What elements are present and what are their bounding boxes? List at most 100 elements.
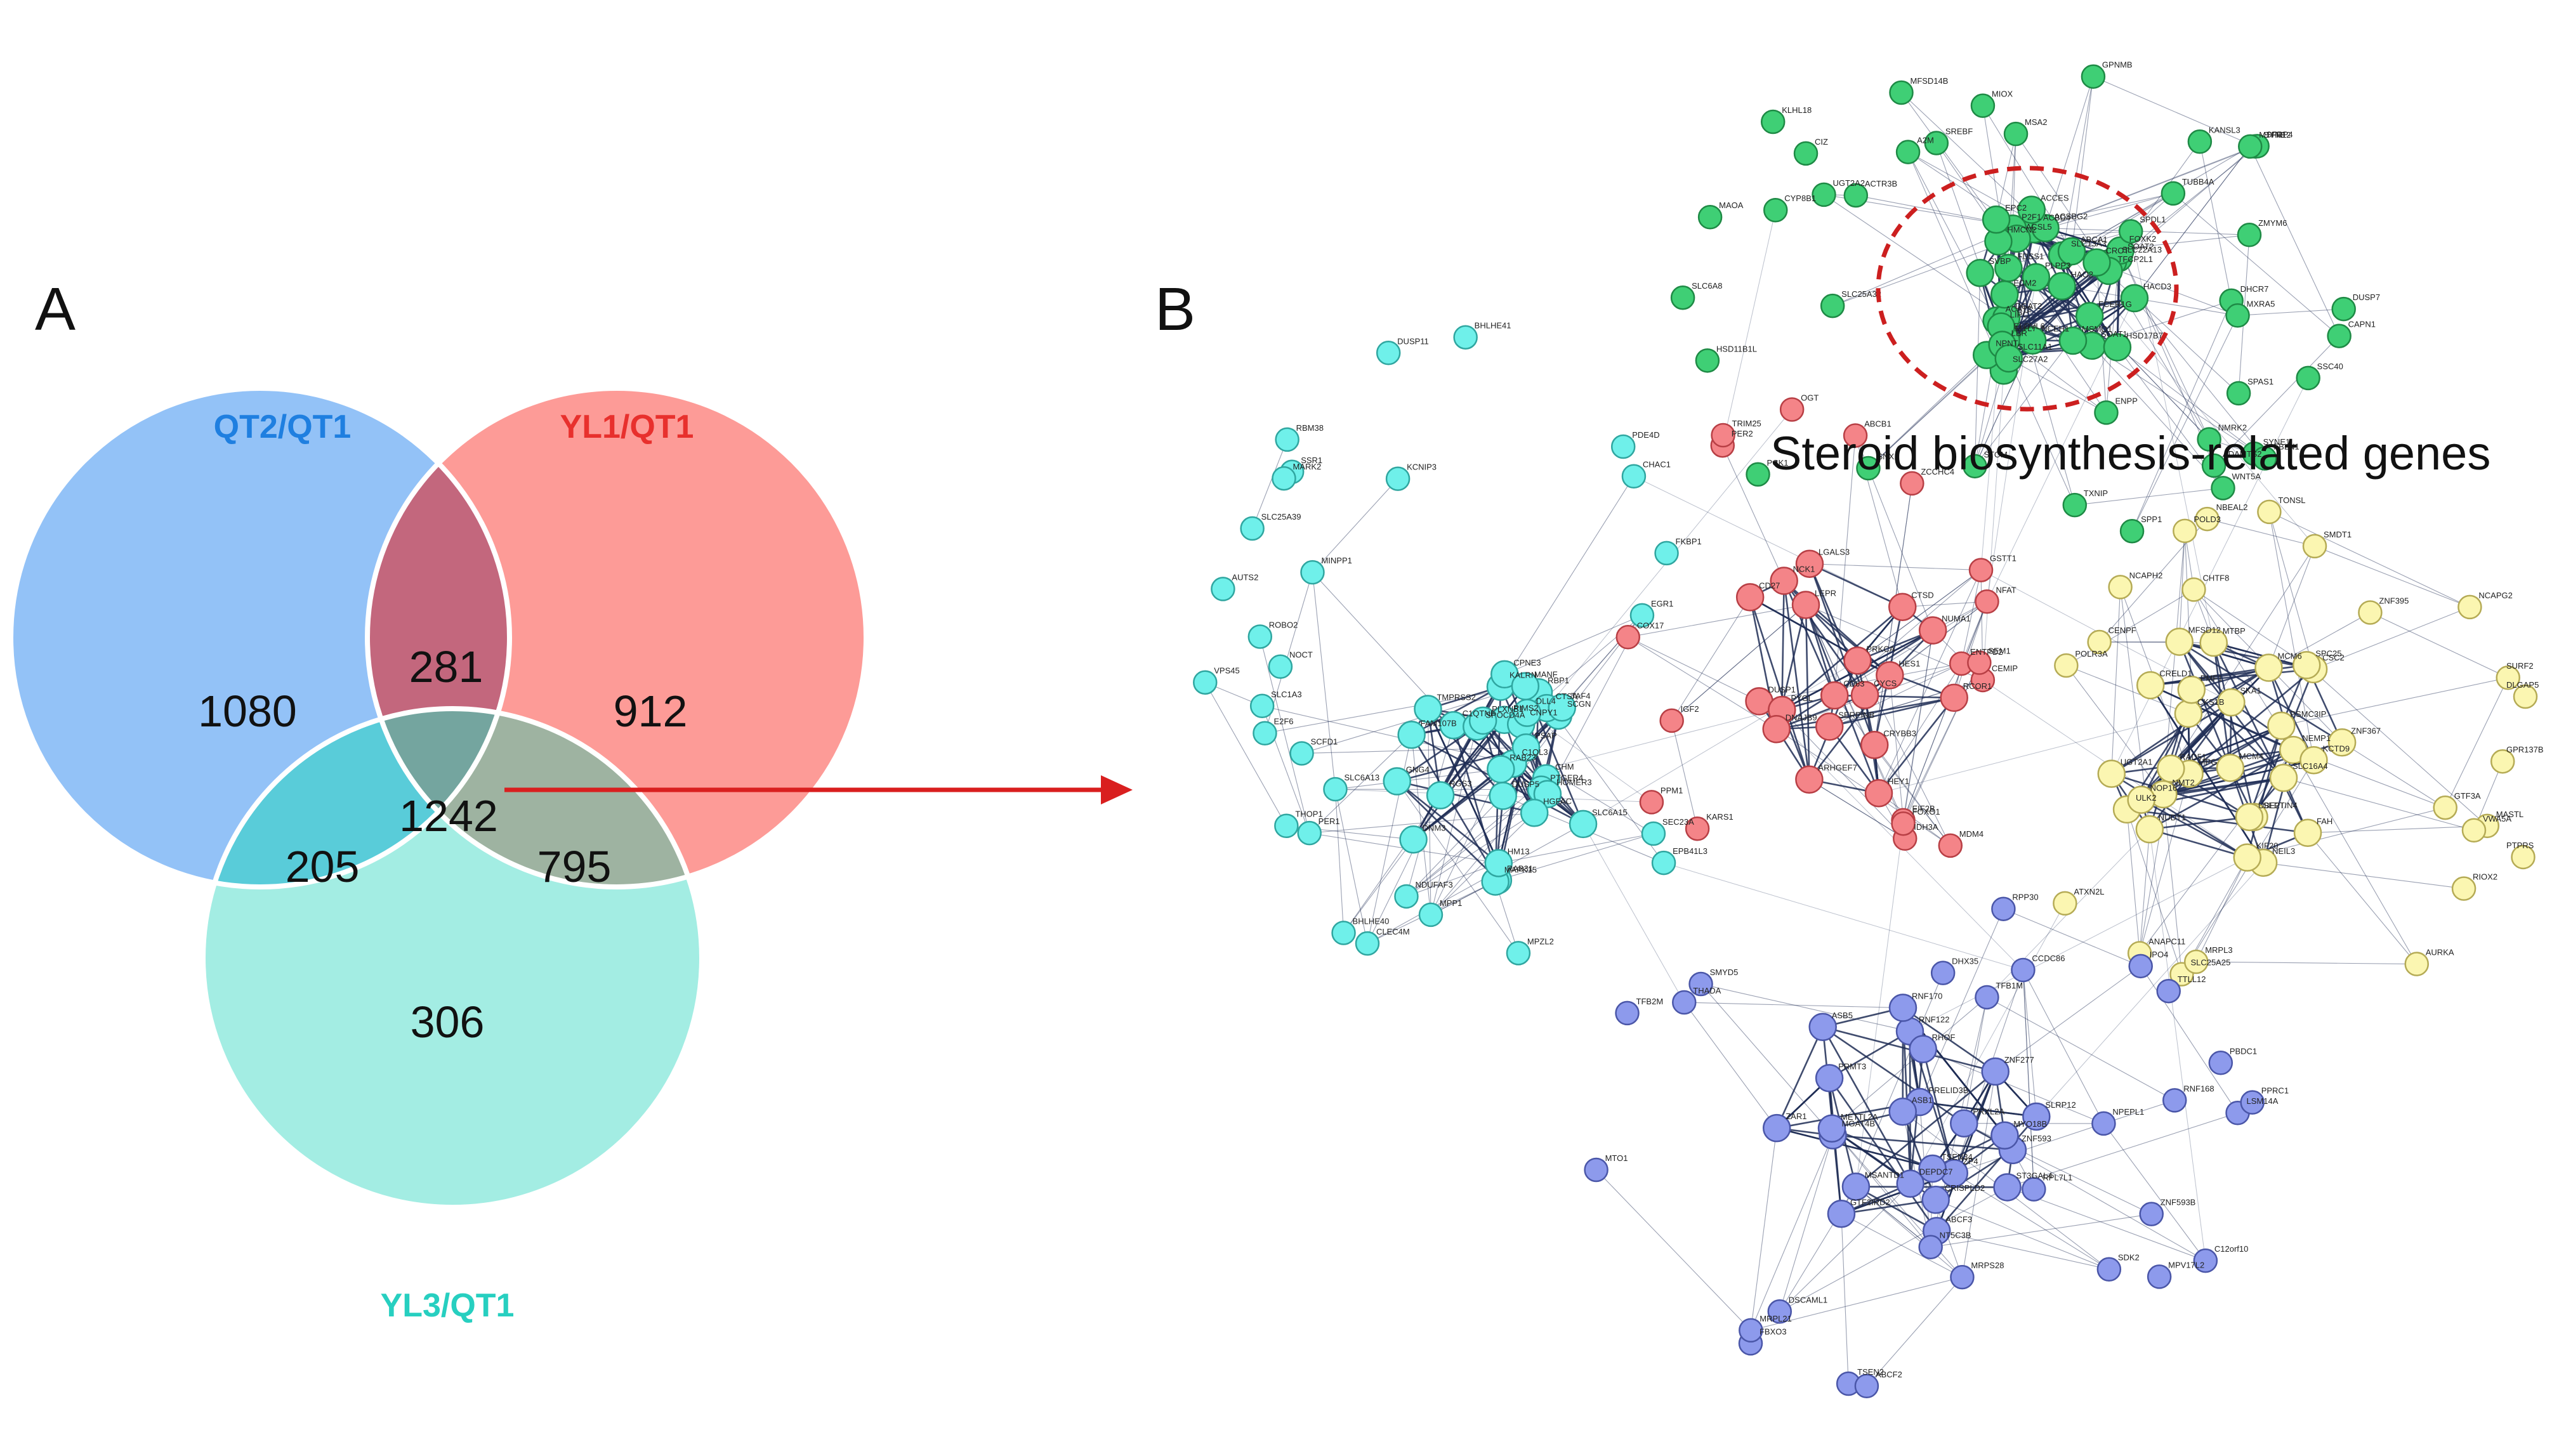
gene-label: ABCB1	[1864, 419, 1891, 429]
gene-node-yellow	[2216, 754, 2245, 782]
network-edge	[1781, 580, 1785, 711]
network-edge	[1855, 1186, 1937, 1232]
network-edge	[2149, 829, 2206, 1261]
panel-b-letter: B	[1155, 275, 1195, 343]
gene-label: KCTD9	[2322, 744, 2350, 753]
network-edge	[1779, 1186, 2008, 1312]
gene-node-blue	[2128, 954, 2153, 979]
gene-label: ACBD4	[2043, 213, 2070, 222]
network-edge	[1831, 1128, 1931, 1248]
network-edge	[1829, 697, 1954, 728]
gene-label: NEMP1	[2302, 733, 2331, 743]
gene-label: SPAS1	[2247, 377, 2273, 386]
gene-label: UBE2T	[2258, 801, 2285, 810]
network-edge	[1430, 812, 1535, 915]
gene-label: C1QL3	[1522, 747, 1548, 757]
network-edge	[1809, 563, 1903, 608]
gene-label: BHLHE41	[1475, 321, 1511, 331]
network-edge	[1868, 355, 1987, 469]
gene-label: SLC6A15	[1592, 808, 1628, 817]
gene-node-blue	[1918, 1154, 1947, 1183]
gene-node-green	[2075, 301, 2104, 331]
network-edge	[1954, 1172, 2110, 1270]
gene-label: ABCF3	[1945, 1214, 1972, 1224]
steroid-highlight-label: Steroid biosynthesis-related genes	[1770, 427, 2490, 480]
network-edge	[1829, 1030, 1911, 1079]
gene-label: ZCCHC4	[1921, 467, 1954, 476]
network-edge	[1779, 1135, 1834, 1312]
gene-label: METTL2A	[1841, 1112, 1878, 1122]
gene-node-red	[1685, 816, 1710, 841]
network-edge	[1937, 1230, 2109, 1270]
network-edge	[2249, 146, 2340, 336]
network-edge	[1628, 636, 1760, 702]
network-edge	[1855, 1186, 1931, 1248]
network-edge	[1841, 1198, 1936, 1215]
network-edge	[1919, 908, 2004, 1103]
gene-label: CHM	[1555, 762, 1574, 771]
gene-node-blue	[1854, 1374, 1879, 1399]
gene-label: NMT2	[2172, 778, 2194, 787]
gene-node-green	[2058, 326, 2088, 355]
gene-node-cyan	[1489, 782, 1517, 810]
gene-node-cyan	[1651, 850, 1676, 876]
gene-node-yellow	[2127, 785, 2155, 814]
network-edge	[2066, 665, 2189, 714]
network-edge	[1902, 630, 1933, 821]
network-edge	[2022, 969, 2037, 1117]
network-edge	[1995, 966, 2141, 1072]
gene-label: PYGL	[1791, 693, 1813, 703]
gene-label: FBLN1	[2273, 442, 2299, 451]
gene-label: MRPL21	[1760, 1314, 1792, 1323]
network-edge	[2268, 511, 2314, 761]
network-edge	[2103, 1099, 2175, 1124]
network-edge	[1834, 695, 1951, 846]
gene-node-green	[2187, 129, 2213, 154]
gene-label: MCM6	[2277, 651, 2301, 660]
network-edge	[1923, 1049, 2104, 1124]
network-edge	[2008, 358, 2107, 413]
gene-node-blue	[2091, 1111, 2116, 1136]
gene-label: CHTF8	[2202, 573, 2229, 582]
gene-label: DGAT2	[2015, 301, 2042, 311]
gene-node-green	[2296, 365, 2320, 391]
gene-label: NOP16	[2150, 784, 2178, 793]
network-edge	[1628, 604, 1806, 638]
gene-label: DUSP1	[1768, 685, 1796, 694]
gene-label: RPP30	[2012, 893, 2038, 902]
network-edge	[1671, 597, 1751, 721]
gene-label: FKBP1	[1676, 537, 1702, 546]
gene-node-cyan	[1484, 849, 1513, 877]
count-yl1-yl3: 795	[537, 842, 612, 891]
gene-label: MXRA5	[2247, 299, 2275, 308]
gene-label: SURF2	[2506, 661, 2534, 671]
gene-node-green	[1760, 109, 1786, 134]
gene-label: WNT5A	[2232, 471, 2261, 481]
arrow-to-network	[504, 775, 1133, 804]
gene-node-yellow	[2199, 628, 2228, 657]
network-edge	[1855, 1186, 1931, 1248]
gene-label: LIPC	[2010, 310, 2029, 320]
network-edge	[1312, 572, 1336, 790]
gene-node-yellow	[2490, 749, 2515, 774]
gene-node-cyan	[1376, 341, 1401, 365]
network-edge	[2015, 133, 2109, 272]
network-edge	[2283, 777, 2475, 831]
gene-label: SOAT2	[2128, 242, 2154, 251]
gene-label: MIOX	[1992, 89, 2013, 99]
gene-node-red	[1770, 567, 1798, 595]
network-edge	[1411, 735, 1431, 915]
network-edge	[1406, 778, 1547, 897]
gene-label: GPNMB	[2102, 60, 2133, 70]
gene-label: CPNE3	[1513, 658, 1541, 667]
gene-node-cyan	[1272, 466, 1296, 491]
gene-label: ZP4	[1963, 1157, 1978, 1166]
gene-label: PLPP3	[2045, 261, 2070, 270]
network-edge	[2012, 1150, 2206, 1261]
network-edge	[1334, 789, 1345, 933]
gene-node-red	[1791, 591, 1820, 619]
gene-label: HOMER3	[1556, 778, 1592, 787]
panel-b: B HACD3 NCEH1 ACBD4 SLC27A2 ACSBG2 P2F1 SLC13A…	[1155, 60, 2544, 1399]
gene-node-cyan	[1253, 721, 1277, 745]
network-edge	[1954, 1123, 2104, 1174]
